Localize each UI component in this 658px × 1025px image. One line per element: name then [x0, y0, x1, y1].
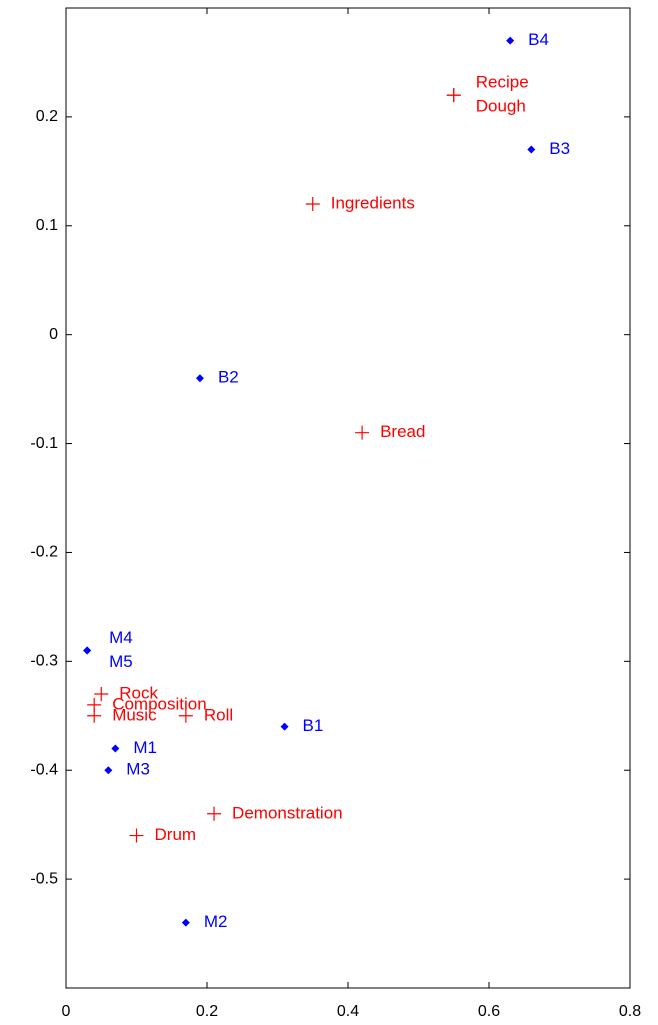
- y-tick-label: -0.5: [30, 870, 58, 887]
- dot-marker: [195, 374, 204, 383]
- point-label: Dough: [476, 97, 526, 116]
- plus-marker: [207, 806, 222, 821]
- point-label: M5: [109, 652, 133, 671]
- point-label: B1: [303, 716, 324, 735]
- point-label: Recipe: [476, 73, 529, 92]
- dot-marker: [506, 36, 515, 45]
- y-tick-label: -0.1: [30, 435, 58, 452]
- plus-marker: [87, 708, 102, 723]
- point-label: M1: [133, 738, 157, 757]
- point-label: Roll: [204, 705, 233, 724]
- dot-marker: [83, 646, 92, 655]
- y-tick-label: -0.3: [30, 653, 58, 670]
- plus-marker: [446, 88, 461, 103]
- x-tick-label: 0.2: [196, 1003, 218, 1020]
- y-tick-label: 0.2: [36, 108, 58, 125]
- point-label: B3: [549, 139, 570, 158]
- y-tick-label: -0.2: [30, 544, 58, 561]
- point-label: M2: [204, 912, 228, 931]
- point-label: B4: [528, 30, 549, 49]
- point-label: Music: [112, 705, 157, 724]
- x-tick-label: 0.4: [337, 1003, 359, 1020]
- point-label: Rock: [119, 683, 158, 702]
- plus-marker: [305, 197, 320, 211]
- plus-marker: [129, 828, 144, 843]
- dot-marker: [181, 918, 190, 927]
- point-label: M4: [109, 628, 133, 647]
- point-label: M3: [126, 760, 150, 779]
- point-label: Bread: [380, 422, 425, 441]
- x-tick-label: 0: [62, 1003, 71, 1020]
- plus-marker: [355, 425, 370, 440]
- point-label: Composition: [112, 694, 207, 713]
- plus-marker: [94, 687, 109, 701]
- dot-marker: [280, 722, 289, 731]
- x-tick-label: 0.6: [478, 1003, 500, 1020]
- point-label: Drum: [155, 825, 197, 844]
- y-tick-label: 0.1: [36, 217, 58, 234]
- y-tick-label: -0.4: [30, 761, 58, 778]
- point-label: Demonstration: [232, 803, 343, 822]
- dot-marker: [527, 145, 536, 154]
- plus-marker: [178, 708, 193, 723]
- point-label: B2: [218, 368, 239, 387]
- point-label: Ingredients: [331, 193, 415, 212]
- x-tick-label: 0.8: [619, 1003, 641, 1020]
- dot-marker: [111, 744, 120, 753]
- dot-marker: [104, 766, 113, 775]
- plot-frame: [65, 7, 631, 989]
- y-tick-label: 0: [49, 326, 58, 343]
